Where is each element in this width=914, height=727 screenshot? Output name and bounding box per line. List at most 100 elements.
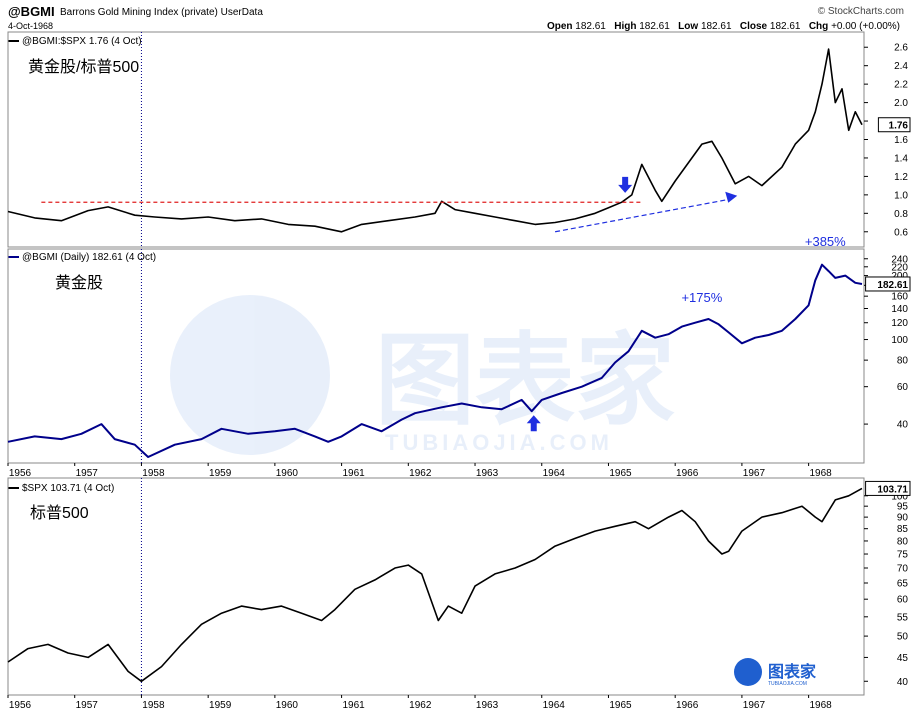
y-tick-label: 50: [897, 632, 909, 643]
series-line-spx: [7, 487, 863, 683]
x-tick-label: 1968: [809, 700, 832, 711]
x-tick-label: 1963: [476, 468, 499, 479]
x-tick-label: 1958: [142, 700, 165, 711]
watermark: 图表家 TUBIAOJIA.COM: [170, 295, 675, 455]
open-value: 182.61: [575, 21, 606, 32]
y-tick-label: 1.2: [894, 172, 908, 183]
panel-frame-bgmi: [7, 248, 865, 464]
x-tick-label: 1957: [76, 468, 99, 479]
x-tick-label: 1960: [276, 468, 299, 479]
x-tick-label: 1967: [743, 468, 766, 479]
y-tick-label: 1.0: [894, 190, 908, 201]
corner-logo-icon: [734, 658, 762, 686]
y-tick-label: 45: [897, 653, 909, 664]
ratio-annotation-title: 黄金股/标普500: [28, 58, 139, 76]
ohlc-readout: Open 182.61 High 182.61 Low 182.61 Close…: [547, 21, 900, 32]
y-tick-label: 0.6: [894, 227, 908, 238]
low-label: Low: [678, 21, 699, 32]
open-label: Open: [546, 21, 573, 32]
y-tick-label: 40: [897, 677, 909, 688]
spx-legend: $SPX 103.71 (4 Oct): [22, 483, 114, 494]
series-line-bgmi: [7, 263, 863, 458]
corner-logo-cn: 图表家: [768, 662, 817, 681]
chg-label: Chg: [808, 21, 829, 32]
x-tick-label: 1961: [342, 700, 365, 711]
x-tick-label: 1956: [9, 468, 32, 479]
y-tick-label: 140: [891, 304, 908, 315]
watermark-cn: 图表家: [375, 325, 675, 437]
spx-annotation-title: 标普500: [30, 504, 89, 522]
y-tick-label: 100: [891, 335, 908, 346]
y-tick-label: 55: [897, 612, 909, 623]
high-value: 182.61: [639, 21, 670, 32]
corner-logo: 图表家 TUBIAOJIA.COM: [734, 658, 821, 687]
y-tick-label: 2.4: [894, 61, 908, 72]
close-value: 182.61: [769, 21, 801, 32]
last-value-box: [865, 276, 911, 292]
index-name: Barrons Gold Mining Index (private) User…: [60, 7, 263, 18]
x-tick-label: 1965: [609, 468, 632, 479]
y-tick-label: 75: [897, 550, 909, 561]
watermark-logo-icon: [170, 295, 330, 455]
x-tick-label: 1962: [409, 468, 432, 479]
corner-logo-box: [765, 660, 821, 686]
close-label: Close: [739, 21, 768, 32]
y-tick-label: 160: [891, 292, 908, 303]
brand-label: © StockCharts.com: [817, 6, 904, 17]
panel-frame-spx: [7, 477, 865, 696]
y-tick-label: 95: [897, 502, 909, 513]
index-name-text: Barrons Gold Mining Index (private): [60, 7, 218, 18]
x-tick-label: 1960: [276, 700, 299, 711]
y-tick-label: 1.4: [894, 153, 908, 164]
y-tick-label: 85: [897, 524, 909, 535]
symbol-title: @BGMI: [8, 4, 55, 19]
x-tick-label: 1964: [543, 468, 566, 479]
last-value-label: 1.76: [889, 121, 909, 132]
x-tick-label: 1963: [476, 700, 499, 711]
bgmi-annotation-title: 黄金股: [55, 274, 103, 292]
arrow-up-icon: [526, 415, 541, 432]
y-tick-label: 80: [897, 356, 909, 367]
low-value: 182.61: [700, 21, 732, 32]
x-tick-label: 1968: [809, 468, 832, 479]
y-tick-label: 2.2: [894, 80, 908, 91]
corner-logo-en: TUBIAOJIA.COM: [768, 681, 807, 687]
bgmi-legend: @BGMI (Daily) 182.61 (4 Oct): [22, 252, 156, 263]
pct-change-label: +175%: [681, 290, 722, 305]
y-tick-label: 65: [897, 578, 909, 589]
x-tick-label: 1959: [209, 700, 232, 711]
last-value-box: [865, 480, 911, 496]
y-tick-label: 1.6: [894, 135, 908, 146]
y-tick-label: 0.8: [894, 209, 908, 220]
x-tick-label: 1967: [743, 700, 766, 711]
trend-arrowhead: [725, 191, 738, 203]
y-tick-label: 40: [897, 420, 909, 431]
chart-date: 4-Oct-1968: [8, 21, 54, 31]
y-tick-label: 70: [897, 563, 909, 574]
trend-line: [554, 199, 728, 233]
y-tick-label: 220: [891, 262, 908, 273]
ratio-legend: @BGMI:$SPX 1.76 (4 Oct): [22, 36, 142, 47]
y-tick-label: 100: [891, 491, 908, 502]
userdata-label: UserData: [220, 7, 263, 18]
x-tick-label: 1958: [142, 468, 165, 479]
y-tick-label: 2.6: [894, 43, 908, 54]
y-tick-label: 80: [897, 536, 909, 547]
pct-change-label: +385%: [805, 234, 846, 249]
x-tick-label: 1957: [76, 700, 99, 711]
x-tick-label: 1961: [342, 468, 365, 479]
x-tick-label: 1959: [209, 468, 232, 479]
y-tick-label: 2.0: [894, 98, 908, 109]
arrow-down-icon: [618, 176, 633, 193]
x-tick-label: 1962: [409, 700, 432, 711]
x-tick-label: 1966: [676, 468, 699, 479]
x-tick-label: 1966: [676, 700, 699, 711]
high-label: High: [614, 21, 637, 32]
last-value-label: 182.61: [877, 280, 908, 291]
last-value-label: 103.71: [877, 484, 908, 495]
y-tick-label: 60: [897, 595, 909, 606]
chg-value: +0.00 (+0.00%): [831, 21, 900, 32]
y-tick-label: 60: [897, 382, 909, 393]
x-tick-label: 1965: [609, 700, 632, 711]
